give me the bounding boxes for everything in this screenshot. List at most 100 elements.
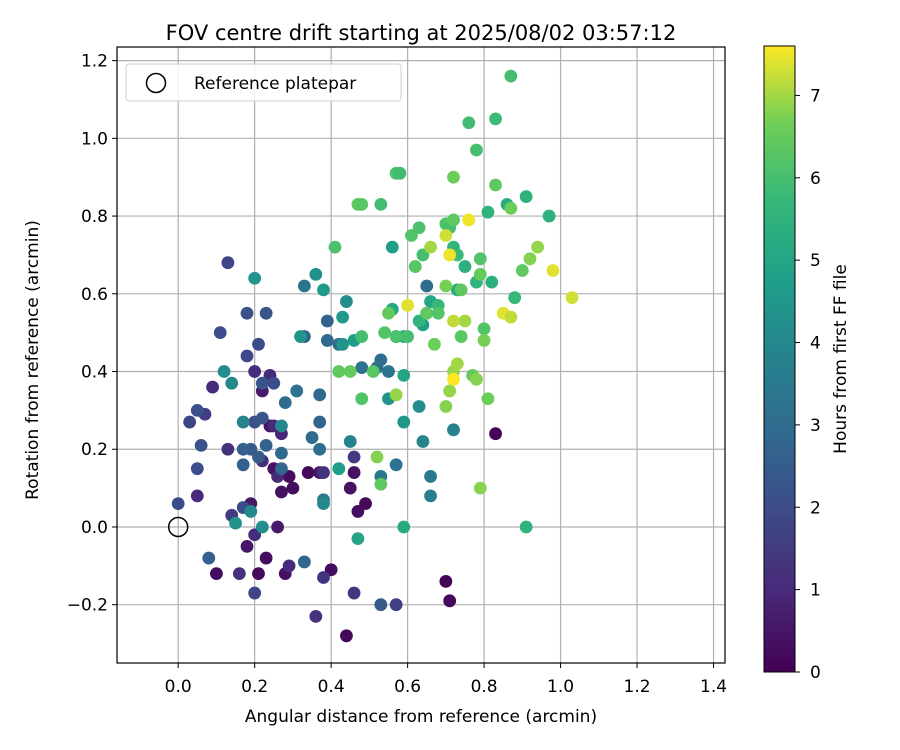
scatter-point — [255, 411, 269, 425]
scatter-point — [343, 435, 357, 448]
scatter-point — [443, 594, 457, 608]
scatter-point — [313, 442, 327, 456]
scatter-point — [355, 392, 369, 406]
y-tick-label: 0.6 — [81, 285, 108, 305]
scatter-point — [508, 291, 522, 305]
scatter-point — [454, 283, 468, 297]
scatter-point — [447, 423, 460, 437]
y-tick-label: 1.2 — [81, 52, 108, 72]
scatter-point — [255, 376, 269, 390]
scatter-point — [374, 198, 388, 211]
scatter-point — [202, 551, 216, 565]
scatter-point — [374, 598, 388, 612]
scatter-point — [240, 349, 254, 363]
scatter-point — [190, 489, 204, 503]
scatter-point — [439, 574, 453, 588]
scatter-point — [301, 466, 315, 479]
scatter-point — [481, 392, 495, 406]
x-tick-label: 0.2 — [241, 677, 268, 697]
scatter-point — [259, 438, 273, 452]
scatter-point — [424, 489, 437, 503]
scatter-point — [194, 438, 208, 452]
scatter-point — [210, 567, 223, 581]
scatter-point — [297, 279, 311, 293]
scatter-point — [275, 462, 288, 476]
scatter-point — [294, 330, 307, 343]
scatter-point — [252, 450, 265, 464]
scatter-point — [412, 400, 426, 413]
reference-platepar-marker — [167, 516, 189, 538]
scatter-point — [347, 466, 361, 479]
scatter-point — [240, 306, 254, 320]
scatter-point — [481, 205, 495, 219]
colorbar-tick-label: 4 — [810, 334, 821, 354]
colorbar-tick-label: 0 — [810, 663, 821, 683]
scatter-point — [378, 326, 392, 340]
colorbar-ticks: 0 1 2 3 4 5 6 7 — [795, 86, 821, 683]
scatter-point — [309, 609, 323, 623]
scatter-point — [171, 497, 185, 511]
legend-open-circle-icon — [145, 72, 167, 94]
scatter-point — [439, 279, 453, 293]
x-tick-label: 1.0 — [547, 677, 574, 697]
y-tick-label: 0.8 — [81, 207, 108, 227]
scatter-point — [489, 178, 502, 192]
scatter-point — [320, 334, 334, 347]
scatter-point — [523, 252, 537, 266]
scatter-point — [259, 306, 273, 320]
scatter-point — [408, 260, 422, 273]
scatter-point — [275, 419, 288, 433]
colorbar-tick-label: 2 — [810, 498, 821, 518]
scatter-point — [470, 372, 483, 386]
scatter-point — [450, 357, 464, 371]
scatter-point — [347, 586, 361, 600]
scatter-point — [248, 365, 262, 378]
scatter-point — [489, 112, 502, 126]
scatter-point — [267, 376, 281, 390]
scatter-point — [343, 365, 357, 378]
scatter-point — [431, 306, 445, 320]
scatter-point — [382, 306, 395, 320]
scatter-point — [332, 462, 346, 476]
scatter-point — [374, 477, 388, 491]
scatter-point — [454, 330, 468, 343]
scatter-point — [374, 353, 388, 367]
scatter-point — [278, 396, 292, 410]
scatter-point — [489, 427, 502, 441]
scatter-point — [443, 384, 457, 398]
x-tick-label: 0.0 — [165, 677, 192, 697]
scatter-point — [370, 450, 384, 464]
scatter-point — [236, 458, 250, 472]
scatter-point — [190, 462, 204, 476]
scatter-point — [221, 256, 235, 270]
scatter-point — [382, 365, 395, 378]
scatter-point — [317, 466, 330, 479]
scatter-point — [412, 221, 426, 235]
scatter-point — [332, 365, 346, 378]
scatter-point — [313, 388, 327, 402]
scatter-point — [401, 330, 415, 343]
scatter-point — [340, 295, 353, 308]
scatter-point — [504, 201, 518, 215]
scatter-point — [385, 240, 399, 254]
scatter-point — [305, 431, 319, 444]
scatter-point — [515, 264, 529, 277]
scatter-point — [447, 213, 460, 227]
scatter-point — [366, 365, 380, 378]
scatter-point — [443, 248, 457, 262]
scatter-point — [355, 330, 369, 343]
scatter-point — [485, 275, 499, 289]
scatter-point — [542, 209, 556, 223]
scatter-point — [389, 458, 403, 472]
scatter-point — [217, 365, 231, 378]
colorbar-tick-label: 7 — [810, 86, 821, 106]
scatter-point — [462, 213, 476, 227]
scatter-point — [317, 497, 330, 511]
scatter-point — [565, 291, 579, 305]
legend-label: Reference platepar — [194, 74, 356, 94]
scatter-point — [470, 143, 483, 157]
scatter-point — [473, 252, 487, 266]
scatter-point — [519, 190, 533, 204]
scatter-point — [531, 240, 545, 254]
